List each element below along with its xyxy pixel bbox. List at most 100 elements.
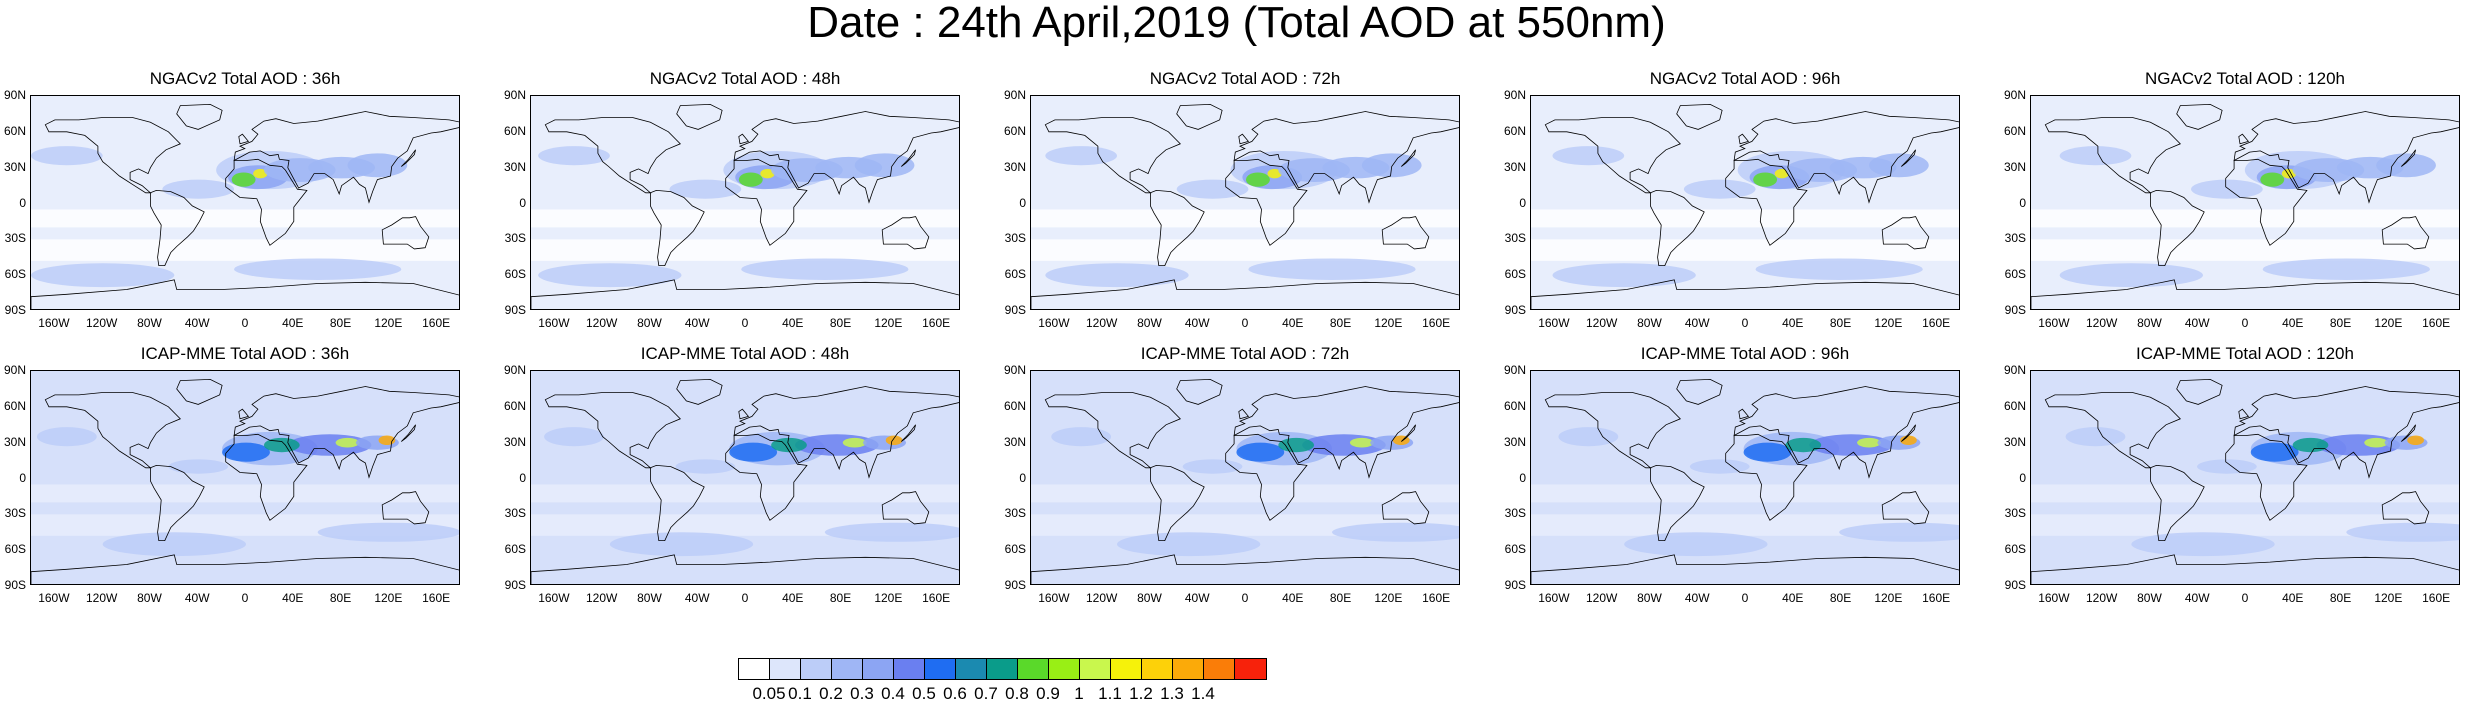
latitude-label: 0	[2019, 195, 2026, 210]
latitude-label: 30S	[1004, 506, 1026, 521]
aod-background-field	[31, 371, 459, 584]
coastline	[1031, 554, 1459, 584]
longitude-label: 160W	[1538, 316, 1570, 330]
coastline	[2176, 378, 2223, 405]
longitude-label: 120W	[585, 591, 618, 605]
coastline	[1381, 491, 1430, 525]
latitude-label: 60S	[2004, 267, 2026, 282]
longitude-label: 40E	[2282, 591, 2304, 605]
coastline	[1733, 386, 1959, 479]
coastline	[44, 117, 182, 194]
aod-plume	[729, 442, 778, 462]
aod-plume	[1361, 153, 1422, 178]
aod-plume	[2059, 146, 2132, 166]
legend-swatch	[1235, 659, 1266, 679]
color-legend	[738, 658, 1267, 680]
map-canvas	[531, 96, 959, 309]
coastline	[2238, 133, 2250, 145]
aod-plume	[2292, 437, 2329, 453]
aod-plume	[1349, 437, 1374, 448]
coastline	[31, 279, 459, 309]
aod-plume	[538, 146, 610, 166]
aod-plume	[1051, 427, 1112, 447]
latitude-label: 30S	[2004, 231, 2026, 246]
latitude-label: 30S	[504, 231, 526, 246]
coastline	[1031, 279, 1459, 309]
coastline	[531, 279, 959, 309]
aod-plume	[1248, 258, 1416, 280]
aod-plume	[2131, 532, 2275, 557]
latitude-label: 30N	[503, 434, 526, 449]
low-aod-band	[531, 239, 959, 261]
map-canvas	[31, 96, 459, 309]
coastline	[150, 464, 205, 541]
longitude-label: 40E	[282, 591, 304, 605]
aod-plume	[1278, 437, 1315, 453]
aod-map	[530, 95, 960, 310]
longitude-label: 160E	[1422, 316, 1451, 330]
map-canvas	[1531, 96, 1959, 309]
latitude-label: 30N	[1003, 434, 1026, 449]
aod-plume	[102, 532, 247, 557]
longitude-label: 160E	[1922, 316, 1951, 330]
coastline	[1650, 464, 1705, 541]
latitude-label: 90N	[1503, 363, 1526, 377]
legend-label: 1.4	[1191, 684, 1215, 703]
latitude-label: 90S	[4, 578, 26, 592]
longitude-label: 80W	[637, 316, 662, 330]
longitude-label: 0	[1241, 591, 1249, 605]
legend-swatch	[863, 659, 894, 679]
longitude-label: 0	[1741, 591, 1749, 605]
panel-title: ICAP-MME Total AOD : 120h	[2136, 344, 2354, 363]
coastline	[1225, 433, 1308, 521]
latitude-label: 60S	[4, 267, 26, 282]
coastline	[381, 491, 430, 525]
latitude-label: 60S	[1004, 267, 1026, 282]
longitude-label: 40W	[184, 591, 210, 605]
aod-plume	[2260, 172, 2285, 187]
latitude-label: 30S	[504, 506, 526, 521]
latitude-label: 60N	[503, 398, 526, 413]
latitude-label: 90S	[4, 303, 26, 317]
latitude-label: 90N	[503, 363, 526, 377]
coastline	[1044, 117, 1182, 194]
legend-label: 0.8	[1005, 684, 1029, 703]
map-canvas	[31, 371, 459, 584]
longitude-label: 80E	[2329, 316, 2352, 330]
longitude-label: 160W	[2038, 316, 2070, 330]
coastline	[733, 111, 959, 204]
aod-plume	[2364, 437, 2389, 448]
aod-plume	[2346, 522, 2459, 542]
coastline	[225, 433, 308, 521]
longitude-label: 0	[1241, 316, 1249, 330]
longitude-label: 160W	[38, 591, 70, 605]
longitude-label: 120E	[374, 316, 403, 330]
longitude-label: 40W	[184, 316, 210, 330]
longitude-label: 160W	[1038, 591, 1070, 605]
aod-plume	[675, 459, 736, 474]
coastline	[1531, 279, 1959, 309]
coastline	[1238, 408, 1250, 420]
coastline	[31, 554, 459, 584]
map-canvas	[2031, 96, 2459, 309]
legend-swatch	[1018, 659, 1049, 679]
aod-plume	[1182, 459, 1243, 474]
longitude-label: 40E	[782, 316, 804, 330]
low-aod-band	[2031, 484, 2459, 503]
map-panel: NGACv2 Total AOD : 36h 90N 60N 30N 0 30S 60S 90…	[0, 69, 490, 344]
map-panel: NGACv2 Total AOD : 48h 90N 60N 30N 0 30S 60S 90…	[500, 69, 990, 344]
panel-title: NGACv2 Total AOD : 36h	[149, 69, 341, 88]
coastline	[1233, 111, 1459, 204]
aod-plume	[234, 258, 402, 280]
aod-plume	[2059, 263, 2203, 288]
latitude-label: 0	[1019, 195, 1026, 210]
latitude-label: 0	[519, 195, 526, 210]
coastline	[44, 392, 182, 469]
coastline	[1401, 424, 1416, 442]
latitude-label: 90N	[2003, 88, 2026, 102]
longitude-label: 120E	[1374, 316, 1403, 330]
coastline	[650, 464, 705, 541]
legend-swatch	[801, 659, 832, 679]
coastline	[1544, 117, 1682, 194]
longitude-label: 40W	[2184, 591, 2210, 605]
